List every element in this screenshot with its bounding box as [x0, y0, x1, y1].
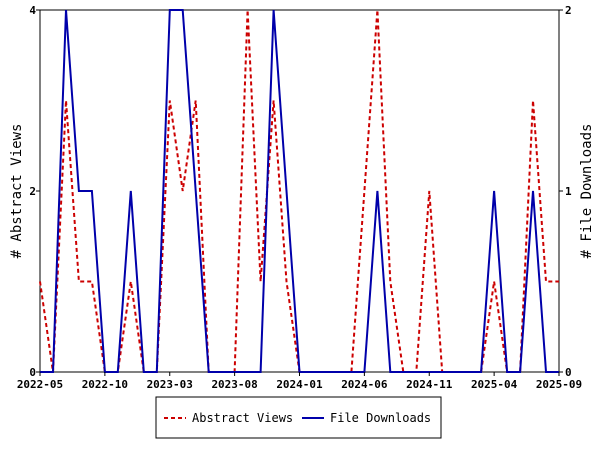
- x-tick-label-4: 2024-01: [276, 378, 323, 391]
- legend-label-file-downloads: File Downloads: [330, 411, 431, 425]
- x-tick-label-5: 2024-06: [341, 378, 388, 391]
- left-axis-title: # Abstract Views: [9, 124, 25, 259]
- x-tick-label-0: 2022-05: [17, 378, 63, 391]
- legend: Abstract Views File Downloads: [155, 396, 442, 439]
- left-tick-label-1: 2: [29, 185, 36, 198]
- x-tick-label-6: 2024-11: [406, 378, 453, 391]
- right-axis-title: # File Downloads: [579, 124, 595, 259]
- x-tick-label-2: 2023-03: [147, 378, 193, 391]
- right-tick-label-0: 0: [565, 366, 572, 379]
- left-tick-label-0: 0: [29, 366, 36, 379]
- right-tick-label-2: 2: [565, 4, 572, 17]
- left-tick-label-2: 4: [29, 4, 36, 17]
- legend-box: [155, 396, 442, 439]
- ticks-layer: 2022-05 2022-10 2023-03 2023-08 2024-01 2024-…: [17, 4, 582, 391]
- legend-label-abstract-views: Abstract Views: [192, 411, 293, 425]
- x-tick-label-1: 2022-10: [82, 378, 128, 391]
- right-tick-label-1: 1: [565, 185, 572, 198]
- x-tick-label-8: 2025-09: [536, 378, 582, 391]
- x-tick-label-7: 2025-04: [471, 378, 518, 391]
- x-tick-label-3: 2023-08: [211, 378, 257, 391]
- plot-area: [39, 9, 560, 373]
